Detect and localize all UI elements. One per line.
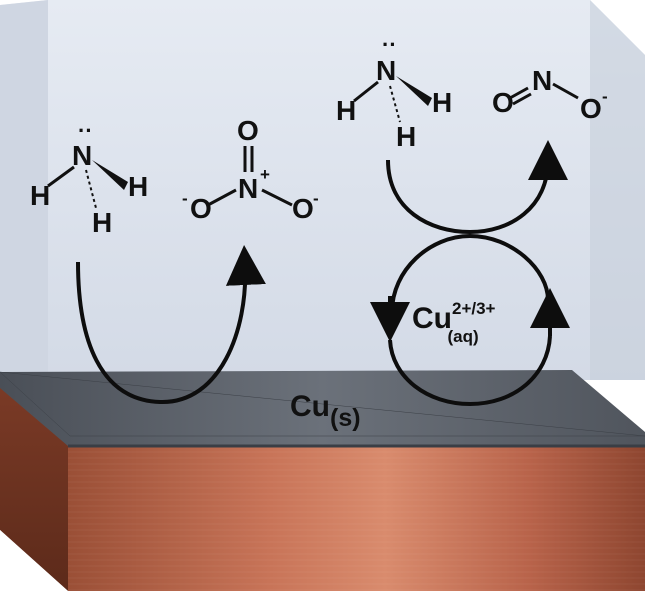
surface-top <box>0 370 645 452</box>
wedge-bond <box>92 160 128 190</box>
svg-text:··: ·· <box>382 32 397 57</box>
svg-text:N: N <box>72 140 92 171</box>
svg-text:H: H <box>128 171 148 202</box>
surface-edge <box>0 371 645 437</box>
svg-text:H: H <box>432 87 452 118</box>
surface-label: Cu(s) <box>290 390 361 432</box>
svg-text:··: ·· <box>78 118 93 143</box>
svg-text:H: H <box>336 95 356 126</box>
svg-text:H: H <box>92 207 112 238</box>
svg-text:-: - <box>313 189 319 208</box>
svg-text:O: O <box>190 193 212 224</box>
svg-text:+: + <box>260 165 270 184</box>
svg-text:N: N <box>532 65 552 96</box>
svg-text:N: N <box>376 55 396 86</box>
water-right-face <box>590 0 645 380</box>
copper-side <box>0 388 68 591</box>
svg-text:H: H <box>30 180 50 211</box>
svg-text:O: O <box>580 93 602 124</box>
corner-bg <box>0 530 68 591</box>
svg-text:N: N <box>238 173 258 204</box>
svg-text:O: O <box>492 87 514 118</box>
svg-text:O: O <box>237 115 259 146</box>
dash-bond <box>85 169 97 209</box>
water-volume <box>0 0 645 380</box>
cycle-bottom-arc <box>388 335 552 407</box>
svg-text:-: - <box>602 87 608 106</box>
water-left-face <box>0 0 48 380</box>
cycle-top-arc <box>390 233 550 313</box>
ion-label: Cu2+/3+ (aq) <box>412 299 496 346</box>
copper-texture <box>68 446 645 591</box>
right-oxidation-arrow <box>386 140 568 235</box>
bond-nh1 <box>47 165 75 188</box>
left-ammonia: ·· N H H H <box>30 118 148 238</box>
right-ammonia: ·· N H H H <box>336 32 452 152</box>
svg-text:H: H <box>396 121 416 152</box>
svg-text:-: - <box>182 189 188 208</box>
svg-text:O: O <box>292 193 314 224</box>
left-nitrate: O N + O - O - <box>182 115 319 224</box>
left-cycle-arrow <box>76 245 266 405</box>
right-nitrite: O N O - <box>492 65 608 124</box>
